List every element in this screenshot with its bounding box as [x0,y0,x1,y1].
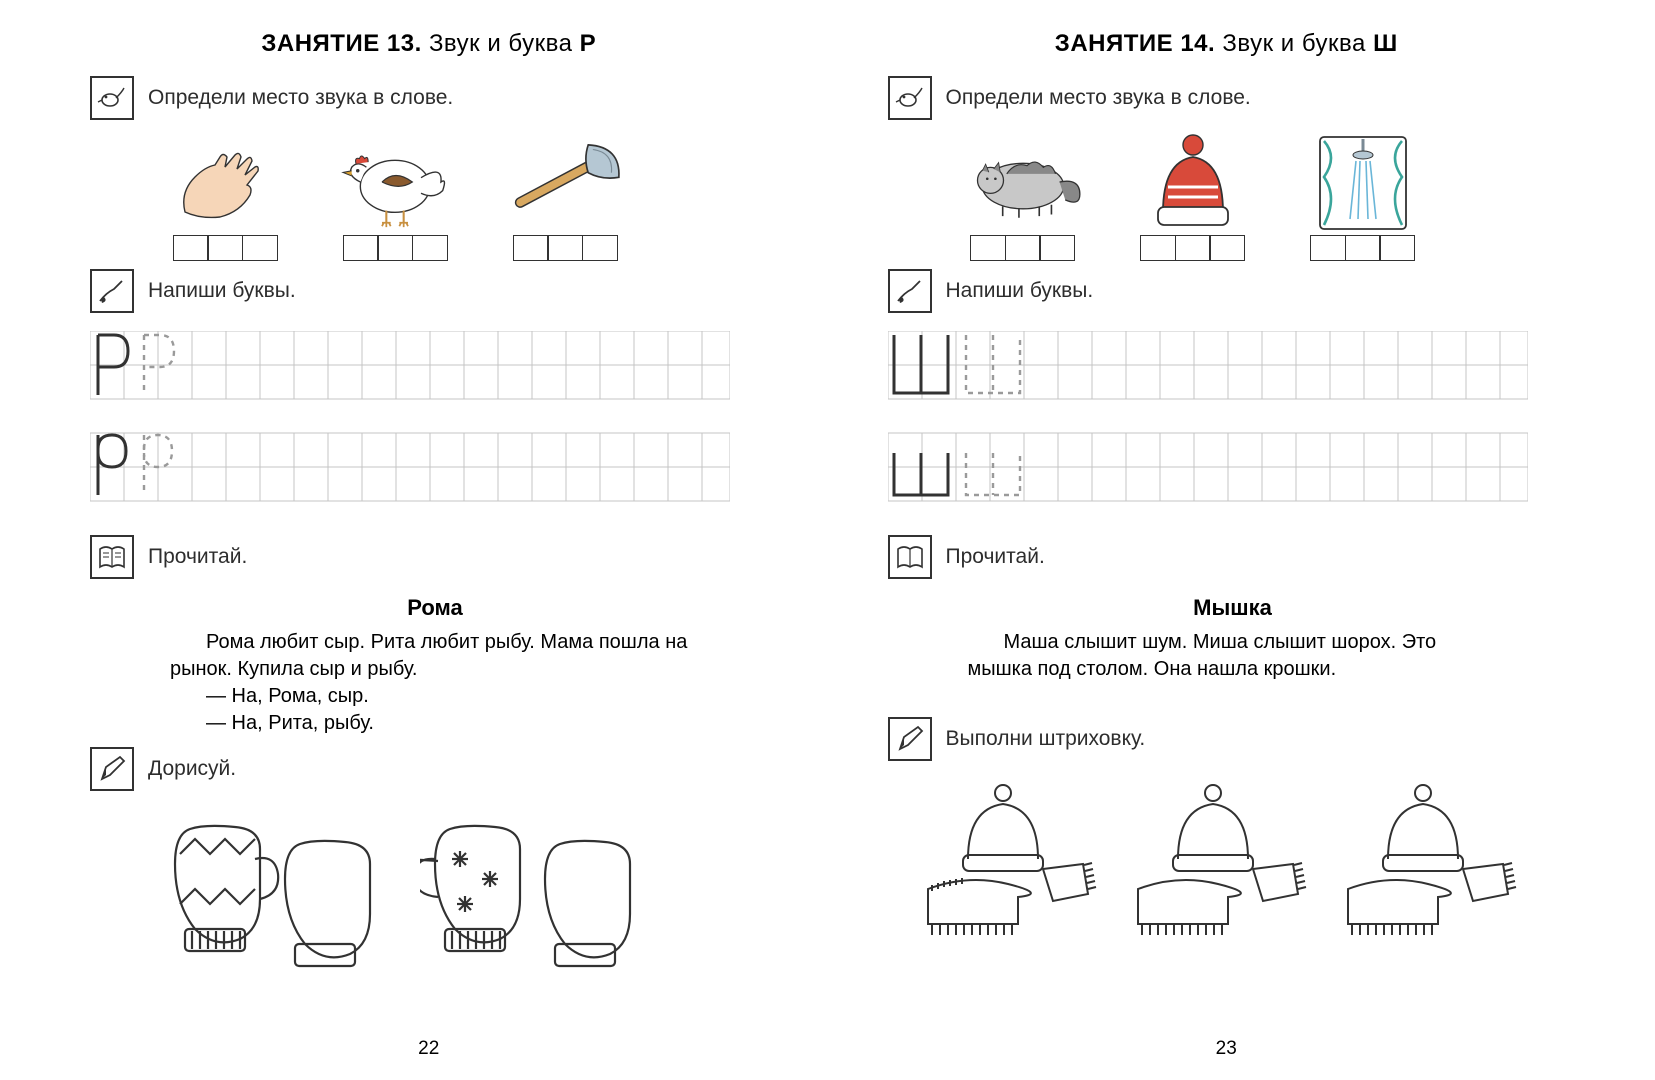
task1-text: Определи место звука в слове. [946,86,1251,110]
picture-hand [160,134,290,261]
task2-right: Напиши буквы. [888,269,1566,313]
page-right: ЗАНЯТИЕ 14. Звук и буква Ш Определи мест… [888,30,1566,1060]
draw-mittens[interactable] [160,809,768,979]
task1-left: Определи место звука в слове. [90,76,768,120]
page-left: ЗАНЯТИЕ 13. Звук и буква Р Определи мест… [90,30,768,1060]
sound-boxes[interactable] [1140,235,1245,261]
bird-icon [90,76,134,120]
task2-left: Напиши буквы. [90,269,768,313]
lesson-topic: Звук и буква [429,30,573,57]
task4-text: Дорисуй. [148,757,236,781]
story-left: Рома Рома любит сыр. Рита любит рыбу. Ма… [170,595,700,737]
pen-hand-icon [90,269,134,313]
lesson-letter: Р [580,30,597,57]
sound-boxes[interactable] [513,235,618,261]
picture-winter-hat [1128,134,1258,261]
pictures-left [160,134,768,261]
lesson-letter: Ш [1373,30,1398,57]
writing-grid-left[interactable] [90,331,768,521]
task1-text: Определи место звука в слове. [148,86,453,110]
story-body: Маша слышит шум. Миша слышит шорох. Это … [968,629,1498,683]
draw-hats-scarves[interactable] [908,779,1566,949]
sound-boxes[interactable] [343,235,448,261]
task4-text: Выполни штриховку. [946,727,1146,751]
sound-boxes[interactable] [173,235,278,261]
lesson-number: ЗАНЯТИЕ 14. [1055,30,1215,57]
lesson-title-left: ЗАНЯТИЕ 13. Звук и буква Р [90,30,768,58]
lesson-topic: Звук и буква [1222,30,1366,57]
picture-cat [958,134,1088,261]
page-number-right: 23 [888,1028,1566,1060]
task4-right: Выполни штриховку. [888,717,1566,761]
picture-chicken [330,134,460,261]
pictures-right [958,134,1566,261]
picture-shower [1298,134,1428,261]
page-number-left: 22 [90,1028,768,1060]
task3-text: Прочитай. [148,545,247,569]
writing-grid-right[interactable] [888,331,1566,521]
task3-left: Прочитай. [90,535,768,579]
sound-boxes[interactable] [970,235,1075,261]
book-icon [90,535,134,579]
picture-axe [500,134,630,261]
pencil-icon [888,717,932,761]
task4-left: Дорисуй. [90,747,768,791]
story-title: Рома [170,595,700,621]
task2-text: Напиши буквы. [148,279,296,303]
bird-icon [888,76,932,120]
sound-boxes[interactable] [1310,235,1415,261]
task2-text: Напиши буквы. [946,279,1094,303]
story-right: Мышка Маша слышит шум. Миша слышит шорох… [968,595,1498,683]
pen-hand-icon [888,269,932,313]
task3-right: Прочитай. [888,535,1566,579]
story-title: Мышка [968,595,1498,621]
task1-right: Определи место звука в слове. [888,76,1566,120]
task3-text: Прочитай. [946,545,1045,569]
story-body: Рома любит сыр. Рита любит рыбу. Мама по… [170,629,700,737]
lesson-title-right: ЗАНЯТИЕ 14. Звук и буква Ш [888,30,1566,58]
pencil-icon [90,747,134,791]
book-icon [888,535,932,579]
lesson-number: ЗАНЯТИЕ 13. [261,30,421,57]
